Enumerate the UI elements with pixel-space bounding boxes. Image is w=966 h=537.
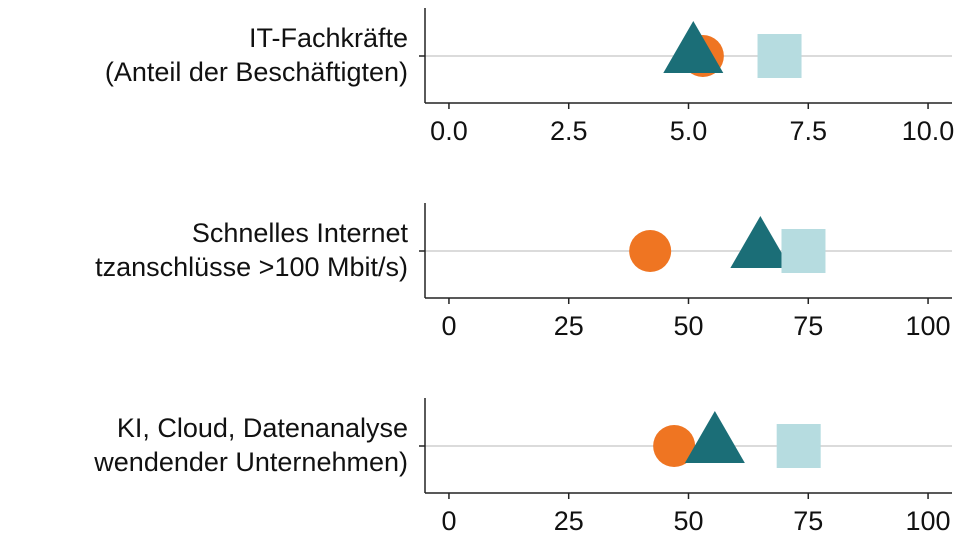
category-label: IT-Fachkräfte	[249, 23, 408, 53]
x-tick-label: 100	[906, 506, 951, 536]
x-tick-label: 5.0	[670, 116, 708, 146]
category-label: KI, Cloud, Datenanalyse	[117, 413, 408, 443]
category-label: wendender Unternehmen)	[93, 447, 408, 477]
x-tick-label: 75	[793, 506, 823, 536]
x-tick-label: 75	[793, 311, 823, 341]
x-tick-label: 0	[441, 506, 456, 536]
x-tick-label: 50	[673, 311, 703, 341]
dot-triangle	[663, 21, 724, 73]
dot-triangle	[730, 216, 791, 268]
category-label: tzanschlüsse >100 Mbit/s)	[95, 252, 408, 282]
x-tick-label: 0	[441, 311, 456, 341]
dot-square	[776, 424, 821, 468]
dot-square	[757, 34, 802, 78]
dot-circle	[629, 230, 672, 272]
dot-triangle	[684, 411, 745, 463]
x-tick-label: 10.0	[902, 116, 955, 146]
x-tick-label: 100	[906, 311, 951, 341]
x-tick-label: 2.5	[550, 116, 588, 146]
x-tick-label: 7.5	[789, 116, 827, 146]
category-label: (Anteil der Beschäftigten)	[105, 57, 408, 87]
category-label: Schnelles Internet	[192, 218, 409, 248]
dot-square	[781, 229, 826, 273]
x-tick-label: 0.0	[430, 116, 468, 146]
x-tick-label: 25	[554, 311, 584, 341]
x-tick-label: 25	[554, 506, 584, 536]
dot-circle	[653, 425, 696, 467]
x-tick-label: 50	[673, 506, 703, 536]
